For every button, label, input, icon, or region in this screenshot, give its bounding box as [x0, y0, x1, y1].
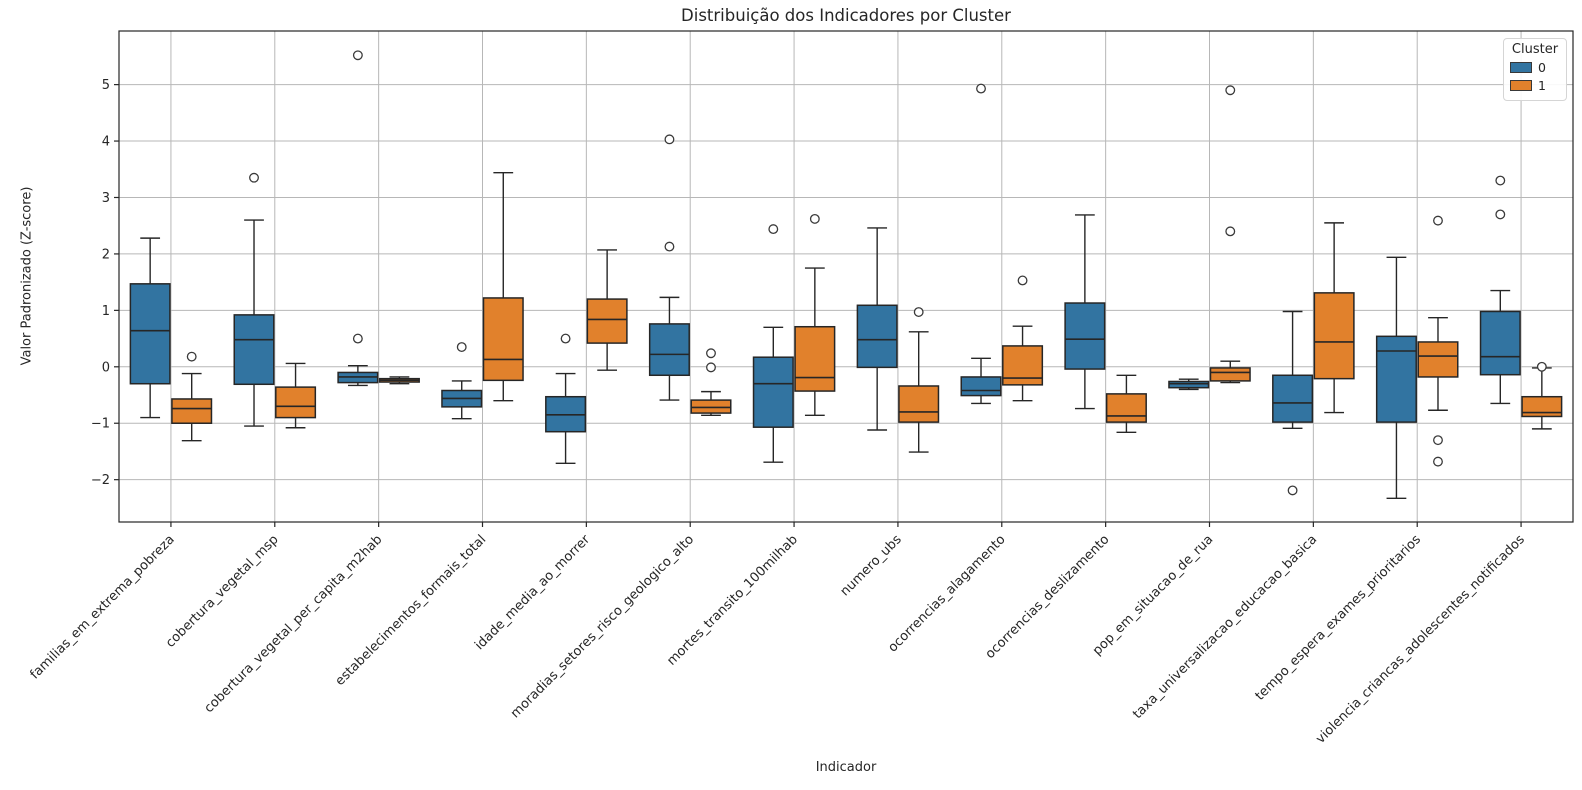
legend-entry-label-cluster0: 0 — [1538, 60, 1546, 75]
outlier-estabelecimentos_formais_total-cluster0 — [456, 342, 467, 352]
outlier-tempo_espera_exames_prioritarios-cluster1 — [1433, 456, 1443, 467]
outlier-pop_em_situacao_de_rua-cluster1 — [1225, 226, 1236, 237]
x-tick-label: ocorrencias_alagamento — [885, 532, 1008, 655]
box-numero_ubs-cluster1 — [898, 385, 940, 423]
box-ocorrencias_deslizamento-cluster0 — [1064, 302, 1106, 370]
box-violencia_criancas_adolescentes_notificados-cluster0 — [1479, 310, 1521, 376]
box-tempo_espera_exames_prioritarios-cluster1 — [1417, 341, 1459, 378]
legend-entry-cluster0: 0 — [1510, 60, 1560, 75]
x-axis-title: Indicador — [815, 760, 877, 775]
y-tick-label: 3 — [102, 191, 110, 206]
box-pop_em_situacao_de_rua-cluster0 — [1168, 380, 1210, 389]
box-familias_em_extrema_pobreza-cluster0 — [129, 283, 171, 385]
outlier-cobertura_vegetal_per_capita_m2hab-cluster0 — [352, 50, 363, 61]
x-tick-label: violencia_criancas_adolescentes_notifica… — [1313, 532, 1528, 747]
box-cobertura_vegetal_msp-cluster1 — [275, 386, 317, 419]
legend: Cluster 0 1 — [1503, 38, 1567, 101]
box-numero_ubs-cluster0 — [856, 304, 898, 369]
outlier-ocorrencias_alagamento-cluster0 — [976, 83, 986, 94]
outlier-moradias_setores_risco_geologico_alto-cluster1 — [706, 362, 716, 373]
plot-border — [118, 30, 1574, 523]
box-tempo_espera_exames_prioritarios-cluster0 — [1375, 335, 1417, 423]
x-tick-label: moradias_setores_risco_geologico_alto — [508, 532, 697, 721]
x-tick-label: ocorrencias_deslizamento — [983, 532, 1113, 662]
x-tick-label: tempo_espera_exames_prioritarios — [1253, 532, 1425, 704]
y-tick-label: 4 — [102, 135, 110, 150]
box-violencia_criancas_adolescentes_notificados-cluster1 — [1521, 395, 1563, 418]
outlier-cobertura_vegetal_msp-cluster0 — [249, 172, 259, 183]
box-moradias_setores_risco_geologico_alto-cluster0 — [648, 323, 690, 377]
box-pop_em_situacao_de_rua-cluster1 — [1209, 367, 1251, 382]
y-tick-label: 2 — [102, 247, 110, 262]
y-tick-label: 5 — [102, 78, 110, 93]
box-moradias_setores_risco_geologico_alto-cluster1 — [690, 399, 732, 414]
box-cobertura_vegetal_msp-cluster0 — [233, 314, 275, 386]
outlier-ocorrencias_alagamento-cluster1 — [1017, 275, 1028, 286]
outlier-moradias_setores_risco_geologico_alto-cluster0 — [664, 134, 675, 145]
outlier-violencia_criancas_adolescentes_notificados-cluster0 — [1495, 175, 1506, 186]
box-ocorrencias_alagamento-cluster0 — [960, 376, 1002, 397]
chart-title: Distribuição dos Indicadores por Cluster — [681, 6, 1011, 25]
box-taxa_universalizacao_educacao_basica-cluster0 — [1272, 374, 1314, 423]
x-tick-label: pop_em_situacao_de_rua — [1090, 532, 1216, 658]
outlier-violencia_criancas_adolescentes_notificados-cluster1 — [1536, 361, 1547, 372]
y-tick-label: −1 — [91, 417, 110, 432]
x-tick-label: cobertura_vegetal_per_capita_m2hab — [202, 532, 386, 716]
x-tick-label: familias_em_extrema_pobreza — [27, 532, 177, 682]
outlier-numero_ubs-cluster1 — [913, 307, 924, 318]
y-tick-label: 1 — [102, 304, 110, 319]
outlier-tempo_espera_exames_prioritarios-cluster1 — [1433, 435, 1443, 446]
outlier-moradias_setores_risco_geologico_alto-cluster0 — [664, 241, 675, 252]
y-tick-label: 0 — [102, 360, 110, 375]
x-tick-label: taxa_universalizacao_educacao_basica — [1130, 532, 1320, 722]
outlier-idade_media_ao_morrer-cluster0 — [560, 333, 571, 344]
box-familias_em_extrema_pobreza-cluster1 — [171, 398, 213, 424]
box-ocorrencias_alagamento-cluster1 — [1002, 345, 1044, 386]
box-idade_media_ao_morrer-cluster1 — [586, 298, 628, 344]
legend-entry-cluster1: 1 — [1510, 78, 1560, 93]
box-taxa_universalizacao_educacao_basica-cluster1 — [1313, 292, 1355, 380]
x-tick-label: cobertura_vegetal_msp — [163, 532, 282, 651]
outlier-violencia_criancas_adolescentes_notificados-cluster0 — [1495, 209, 1506, 220]
box-mortes_transito_100milhab-cluster1 — [794, 325, 836, 392]
y-axis-title: Valor Padronizado (Z-score) — [19, 186, 35, 366]
box-ocorrencias_deslizamento-cluster1 — [1105, 393, 1147, 423]
box-mortes_transito_100milhab-cluster0 — [752, 356, 794, 428]
outlier-tempo_espera_exames_prioritarios-cluster1 — [1433, 215, 1443, 226]
outlier-pop_em_situacao_de_rua-cluster1 — [1225, 85, 1236, 96]
x-tick-label: numero_ubs — [838, 532, 905, 599]
x-tick-label: idade_media_ao_morrer — [472, 532, 593, 653]
outlier-moradias_setores_risco_geologico_alto-cluster1 — [706, 348, 716, 359]
legend-title: Cluster — [1511, 42, 1559, 57]
outlier-cobertura_vegetal_per_capita_m2hab-cluster0 — [352, 333, 363, 344]
outlier-mortes_transito_100milhab-cluster0 — [768, 224, 779, 235]
outlier-familias_em_extrema_pobreza-cluster1 — [186, 351, 197, 362]
legend-swatch-cluster1 — [1510, 80, 1532, 91]
outlier-mortes_transito_100milhab-cluster1 — [809, 213, 820, 224]
legend-swatch-cluster0 — [1510, 62, 1532, 73]
box-estabelecimentos_formais_total-cluster1 — [482, 297, 524, 382]
legend-entry-label-cluster1: 1 — [1538, 78, 1546, 93]
outlier-taxa_universalizacao_educacao_basica-cluster0 — [1287, 485, 1298, 496]
y-tick-label: −2 — [91, 473, 110, 488]
